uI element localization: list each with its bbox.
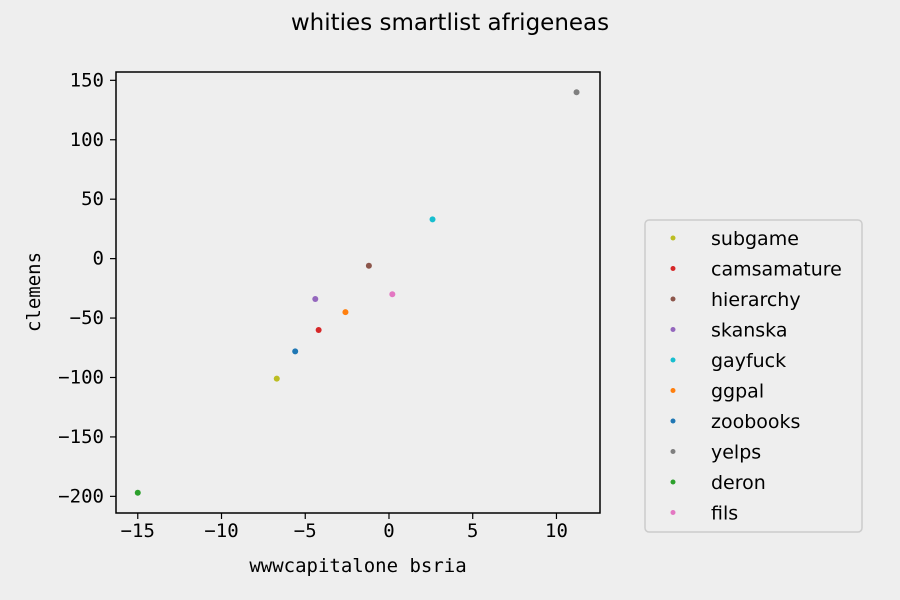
y-tick-label: −150	[58, 426, 104, 448]
data-point-hierarchy	[365, 262, 372, 269]
legend-marker-deron	[670, 479, 676, 485]
legend-label-subgame: subgame	[711, 228, 799, 250]
legend-label-camsamature: camsamature	[711, 259, 842, 281]
chart-title: whities smartlist afrigeneas	[291, 10, 609, 36]
legend-marker-gayfuck	[670, 357, 676, 363]
x-axis-label: wwwcapitalone bsria	[249, 555, 466, 577]
legend-label-hierarchy: hierarchy	[711, 289, 801, 311]
legend-marker-camsamature	[670, 266, 676, 271]
legend: subgame camsamature hierarchy skanska gayfuc…	[644, 219, 863, 533]
data-point-deron	[134, 489, 141, 496]
data-point-yelps	[573, 89, 580, 96]
y-axis: −200 −150 −100 −50 0 50 100 150	[58, 69, 116, 507]
x-tick-label: −10	[204, 520, 238, 542]
x-axis: −15 −10 −5 0 5 10	[121, 513, 568, 542]
legend-box	[644, 219, 863, 533]
data-point-fils	[389, 291, 396, 298]
y-tick-label: −50	[70, 307, 104, 329]
y-tick-label: 50	[81, 188, 104, 210]
legend-marker-hierarchy	[670, 296, 676, 302]
y-tick-label: 0	[93, 248, 104, 270]
legend-label-zoobooks: zoobooks	[711, 411, 800, 433]
x-tick-label: −5	[294, 520, 317, 542]
data-point-zoobooks	[292, 348, 299, 355]
data-point-gayfuck	[429, 216, 436, 223]
plot-area	[115, 71, 601, 514]
legend-marker-subgame	[670, 235, 676, 241]
legend-marker-yelps	[670, 449, 676, 454]
legend-label-skanska: skanska	[711, 320, 787, 342]
legend-marker-ggpal	[670, 388, 676, 393]
legend-label-yelps: yelps	[711, 442, 761, 464]
x-tick-label: 0	[383, 520, 394, 542]
y-axis-label: clemens	[23, 252, 45, 332]
y-tick-label: −200	[58, 485, 104, 507]
data-point-skanska	[312, 296, 319, 303]
legend-label-deron: deron	[711, 472, 766, 494]
data-point-subgame	[273, 375, 280, 382]
legend-label-gayfuck: gayfuck	[711, 350, 786, 372]
x-tick-label: −15	[121, 520, 155, 542]
legend-label-fils: fils	[711, 503, 738, 525]
legend-label-ggpal: ggpal	[711, 381, 764, 403]
y-tick-label: 150	[70, 69, 104, 91]
y-tick-label: −100	[58, 366, 104, 388]
legend-marker-fils	[670, 510, 676, 515]
y-tick-label: 100	[70, 129, 104, 151]
x-tick-label: 10	[545, 520, 568, 542]
data-point-camsamature	[315, 326, 322, 333]
data-point-ggpal	[342, 309, 349, 316]
legend-marker-skanska	[670, 327, 676, 332]
data-points	[134, 89, 580, 496]
x-tick-label: 5	[467, 520, 478, 542]
legend-marker-zoobooks	[670, 418, 676, 424]
